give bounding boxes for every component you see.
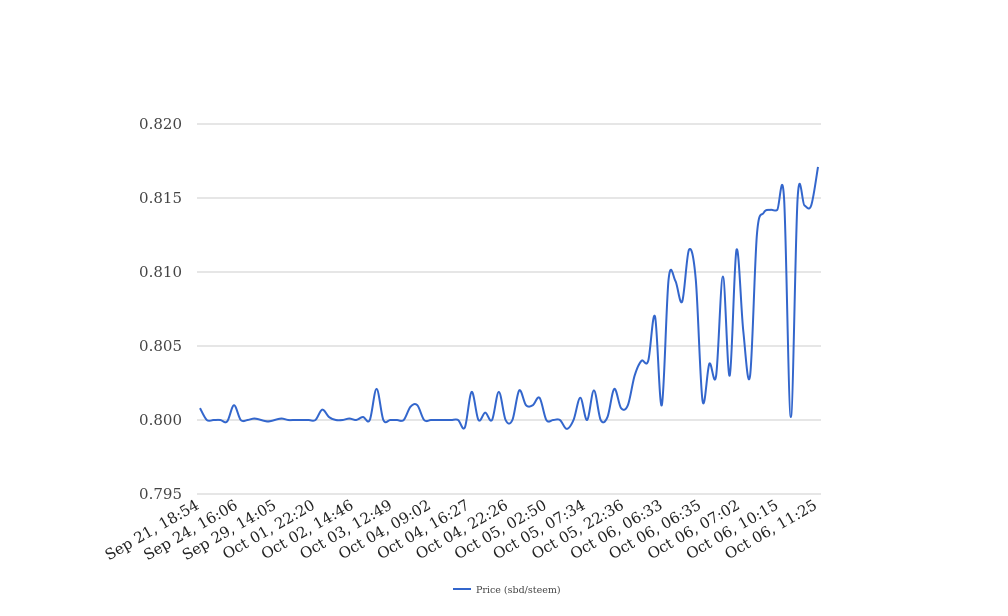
- legend: Price (sbd/steem): [453, 585, 561, 596]
- y-tick-label: 0.795: [139, 485, 182, 503]
- y-tick-label: 0.810: [139, 263, 182, 281]
- y-tick-label: 0.805: [139, 337, 182, 355]
- y-axis-ticks: 0.795 0.800 0.805 0.810 0.815 0.820: [139, 115, 182, 503]
- y-tick-label: 0.820: [139, 115, 182, 133]
- y-tick-label: 0.800: [139, 411, 182, 429]
- legend-label: Price (sbd/steem): [476, 585, 561, 596]
- gridlines: [197, 123, 821, 495]
- y-tick-label: 0.815: [139, 189, 182, 207]
- series-lines: [199, 166, 819, 430]
- series-line: [199, 166, 819, 430]
